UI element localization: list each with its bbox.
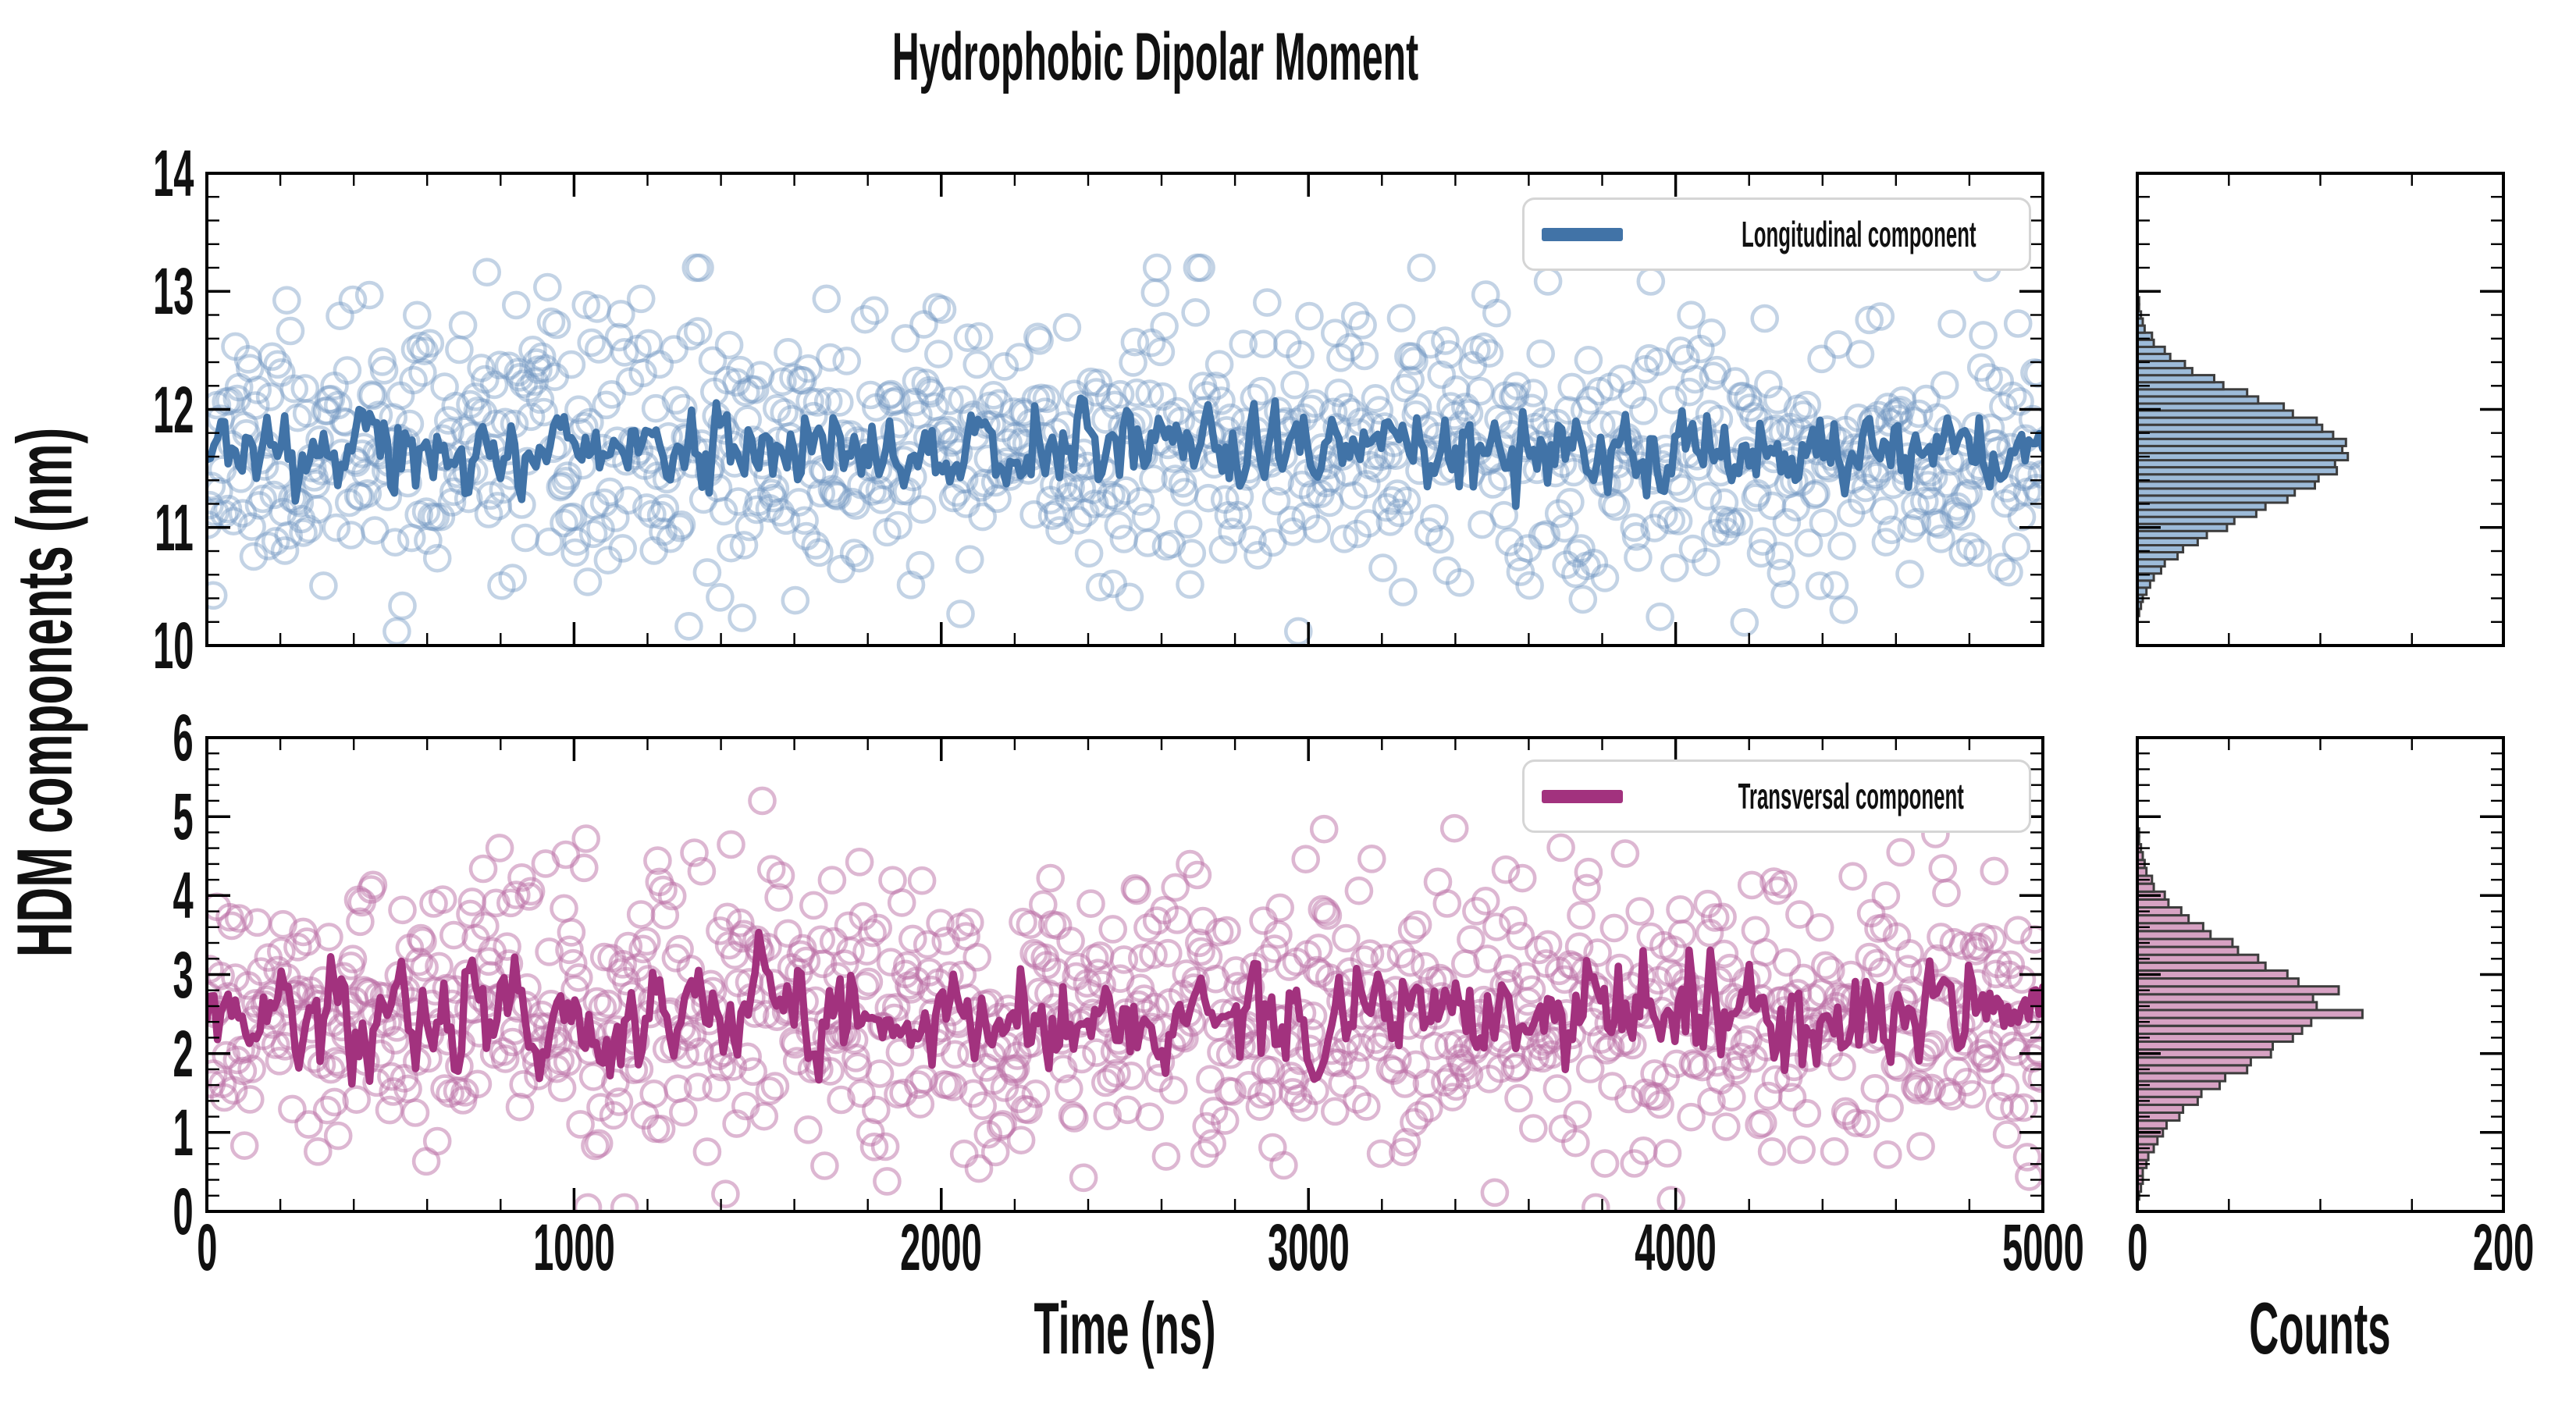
histogram-transversal [2136,827,2364,1201]
axes-top-hist [2136,172,2505,647]
chart-title: Hydrophobic Dipolar Moment [0,19,2311,96]
tick-label: 11 [155,491,194,564]
scatter-transversal [207,786,2043,1211]
histogram-longitudinal [2136,296,2350,617]
tick-label: 1000 [533,1211,615,1284]
tick-label: 6 [173,701,194,774]
counts-axis-label: Counts [2249,1287,2391,1369]
tick-label: 0 [173,1175,194,1248]
tick-label: 14 [152,137,194,210]
scatter-longitudinal [207,253,2043,646]
axes-bottom-main [205,736,2044,1213]
axes-top-main [205,172,2044,647]
tick-label: 10 [152,609,194,682]
legend-longitudinal: Longitudinal component [1522,197,2031,271]
tick-label: 4 [173,859,194,932]
tick-label: 12 [152,373,194,446]
tick-label: 4000 [1635,1211,1717,1284]
tick-label: 5 [173,780,194,853]
tick-label: 0 [2126,1211,2148,1284]
tick-label: 3000 [1267,1211,1350,1284]
tick-label: 0 [196,1211,218,1284]
axes-bottom-hist [2136,736,2505,1213]
legend-swatch-transversal [1542,789,1623,803]
tick-label: 5000 [2001,1211,2084,1284]
line-transversal [207,928,2043,1088]
tick-label: 3 [173,938,194,1012]
tick-label: 1 [173,1096,194,1169]
tick-label: 13 [152,254,194,328]
legend-swatch-longitudinal [1542,227,1623,241]
x-axis-label: Time (ns) [1034,1287,1216,1369]
line-longitudinal [207,394,2043,510]
legend-transversal: Transversal component [1522,759,2031,833]
legend-label-transversal: Transversal component [1738,776,1964,816]
chart-title-text: Hydrophobic Dipolar Moment [891,20,1419,94]
tick-label: 2 [173,1017,194,1090]
tick-label: 200 [2472,1211,2535,1284]
tick-label: 2000 [900,1211,983,1284]
legend-label-longitudinal: Longitudinal component [1742,214,1976,254]
